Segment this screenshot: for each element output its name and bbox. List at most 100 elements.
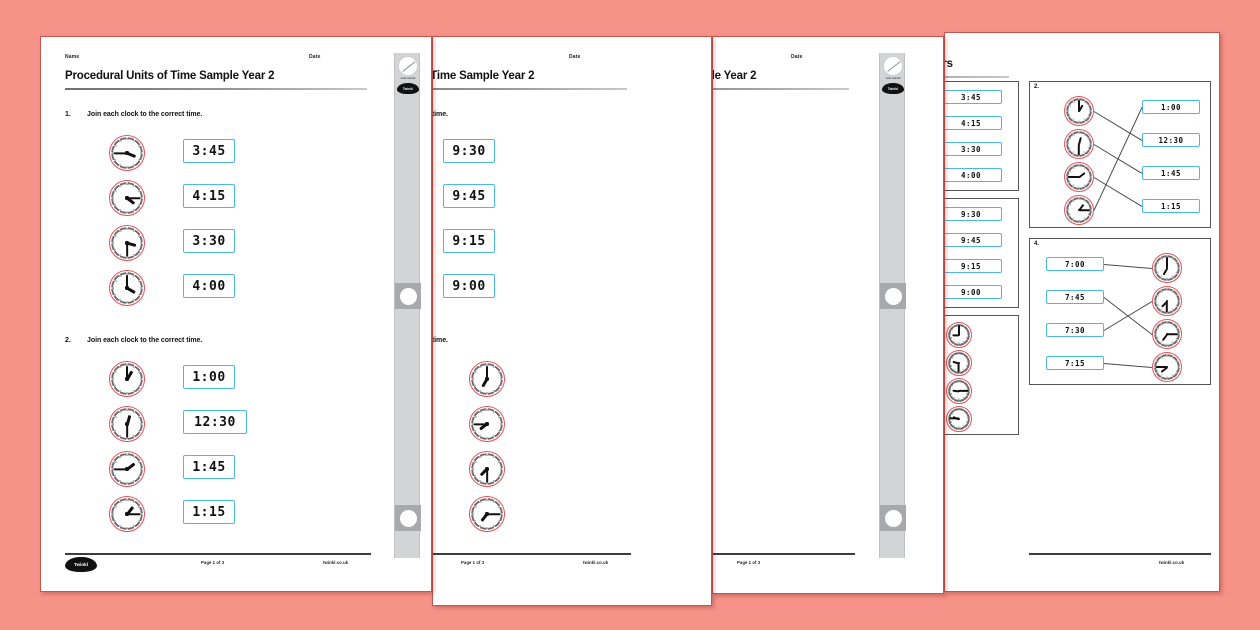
clock-minute-pip bbox=[140, 243, 143, 246]
clock-minute-pip bbox=[962, 325, 964, 327]
clock-minute-pip bbox=[959, 324, 961, 327]
clock-minute-pip bbox=[1075, 197, 1078, 200]
clock-minute-pip bbox=[1067, 205, 1069, 208]
clock-minute-pip bbox=[1066, 140, 1069, 143]
clock-minute-pip bbox=[950, 340, 953, 343]
clock-minute-pip bbox=[111, 153, 114, 156]
clock-hour-number: 4 bbox=[965, 422, 968, 425]
clock-minute-pip bbox=[948, 391, 951, 393]
clock-minute-pip bbox=[130, 527, 133, 529]
clock-minute-pip bbox=[948, 393, 951, 395]
clock-minute-pip bbox=[116, 276, 118, 278]
clock-hour-number: 4 bbox=[1087, 114, 1090, 118]
clock-minute-pip bbox=[950, 424, 953, 427]
worksheet-page-4-answers[interactable]: Procedural Units of Time Sample Year 2 A… bbox=[944, 32, 1220, 592]
clock-minute-pip bbox=[140, 424, 143, 427]
clock-minute-pip bbox=[140, 194, 143, 196]
clock-hour-number: 3 bbox=[1177, 365, 1179, 369]
clock-hour-number: 10 bbox=[113, 279, 117, 284]
clock-minute-pip bbox=[1087, 103, 1090, 105]
clock-minute-pip bbox=[112, 427, 114, 430]
clock-minute-pip bbox=[140, 246, 142, 249]
clock-minute-pip bbox=[967, 387, 970, 389]
clock-minute-pip bbox=[1155, 371, 1157, 373]
footer-rule bbox=[1029, 553, 1211, 555]
clock-minute-pip bbox=[1157, 341, 1159, 343]
clock-hour-number: 3 bbox=[139, 241, 142, 245]
clock-hour-number: 8 bbox=[1156, 337, 1159, 341]
strip-circle-marker[interactable] bbox=[395, 505, 421, 531]
clock-minute-pip bbox=[1089, 205, 1091, 208]
clock-minute-pip bbox=[136, 502, 138, 504]
clock-minute-pip bbox=[967, 358, 969, 360]
clock-center-cap bbox=[1165, 266, 1169, 270]
clock-minute-pip bbox=[112, 191, 115, 193]
time-label-box: 7:45 bbox=[1046, 290, 1104, 304]
clock-hour-number: 2 bbox=[138, 234, 140, 239]
worksheet-page-1[interactable]: Name Date Procedural Units of Time Sample … bbox=[40, 36, 432, 592]
clock-minute-pip bbox=[500, 472, 502, 475]
clock-minute-pip bbox=[471, 469, 474, 472]
clock-minute-pip bbox=[960, 408, 962, 411]
clock-minute-pip bbox=[954, 427, 956, 429]
clock-minute-pip bbox=[483, 363, 485, 366]
clock-minute-pip bbox=[1086, 167, 1088, 169]
clock-hour-number: 12 bbox=[125, 498, 129, 503]
clock-hour-number: 2 bbox=[138, 460, 140, 465]
clock-hour-number: 5 bbox=[133, 433, 135, 438]
clock-minute-pip bbox=[948, 387, 951, 389]
clock-minute-pip bbox=[130, 454, 133, 456]
clock-hour-number: 5 bbox=[1171, 275, 1174, 279]
clock-minute-pip bbox=[111, 379, 114, 382]
clock-minute-pip bbox=[1173, 276, 1175, 279]
clock-minute-pip bbox=[112, 291, 114, 294]
clock-minute-pip bbox=[111, 514, 114, 517]
page-side-strip[interactable]: visit twinkl Twinkl bbox=[879, 53, 906, 558]
clock-minute-pip bbox=[139, 417, 142, 419]
page-side-strip[interactable]: visit twinkl Twinkl bbox=[394, 53, 421, 558]
clock-minute-pip bbox=[124, 137, 127, 140]
clock-minute-pip bbox=[1085, 166, 1087, 169]
clock-minute-pip bbox=[949, 386, 951, 388]
footer-page-number: Page 1 of 3 bbox=[737, 560, 761, 565]
clock-minute-pip bbox=[967, 386, 969, 388]
clock-minute-pip bbox=[492, 364, 494, 367]
clock-minute-pip bbox=[116, 253, 118, 255]
clock-hour-number: 4 bbox=[1175, 271, 1178, 275]
clock-hour-number: 10 bbox=[1068, 137, 1072, 141]
clock-minute-pip bbox=[964, 341, 967, 344]
clock-hour-number: 1 bbox=[962, 326, 965, 329]
clock-minute-pip bbox=[130, 482, 133, 484]
clock-minute-pip bbox=[957, 427, 959, 430]
clock-minute-pip bbox=[472, 429, 475, 431]
clock-minute-pip bbox=[1173, 356, 1175, 359]
clock-minute-pip bbox=[1156, 326, 1159, 328]
clock-minute-pip bbox=[472, 372, 475, 374]
strip-circle-marker[interactable] bbox=[880, 505, 906, 531]
time-label-box: 9:30 bbox=[443, 139, 495, 163]
date-field-label: Date bbox=[791, 54, 803, 60]
clock-minute-pip bbox=[948, 333, 951, 335]
clock-minute-pip bbox=[1175, 292, 1177, 294]
clock-minute-pip bbox=[1167, 377, 1169, 380]
strip-circle-marker[interactable] bbox=[880, 283, 906, 309]
strip-circle-marker[interactable] bbox=[395, 283, 421, 309]
clock-minute-hand bbox=[487, 512, 501, 516]
clock-minute-pip bbox=[1083, 220, 1085, 222]
clock-hour-number: 9 bbox=[112, 286, 115, 290]
clock-minute-pip bbox=[116, 163, 118, 165]
clock-minute-pip bbox=[1081, 154, 1084, 156]
clock-hour-number: 7 bbox=[479, 478, 481, 483]
clock-minute-pip bbox=[1080, 98, 1083, 101]
footer-twinkl-logo[interactable]: Twinkl bbox=[65, 557, 97, 572]
clock-minute-pip bbox=[1068, 216, 1071, 218]
clock-minute-pip bbox=[496, 524, 498, 526]
clock-center-cap bbox=[1077, 208, 1081, 212]
clock-hour-number: 9 bbox=[112, 377, 115, 381]
clock-minute-pip bbox=[954, 381, 956, 383]
clock-minute-pip bbox=[950, 396, 952, 398]
clock-minute-pip bbox=[964, 426, 966, 428]
